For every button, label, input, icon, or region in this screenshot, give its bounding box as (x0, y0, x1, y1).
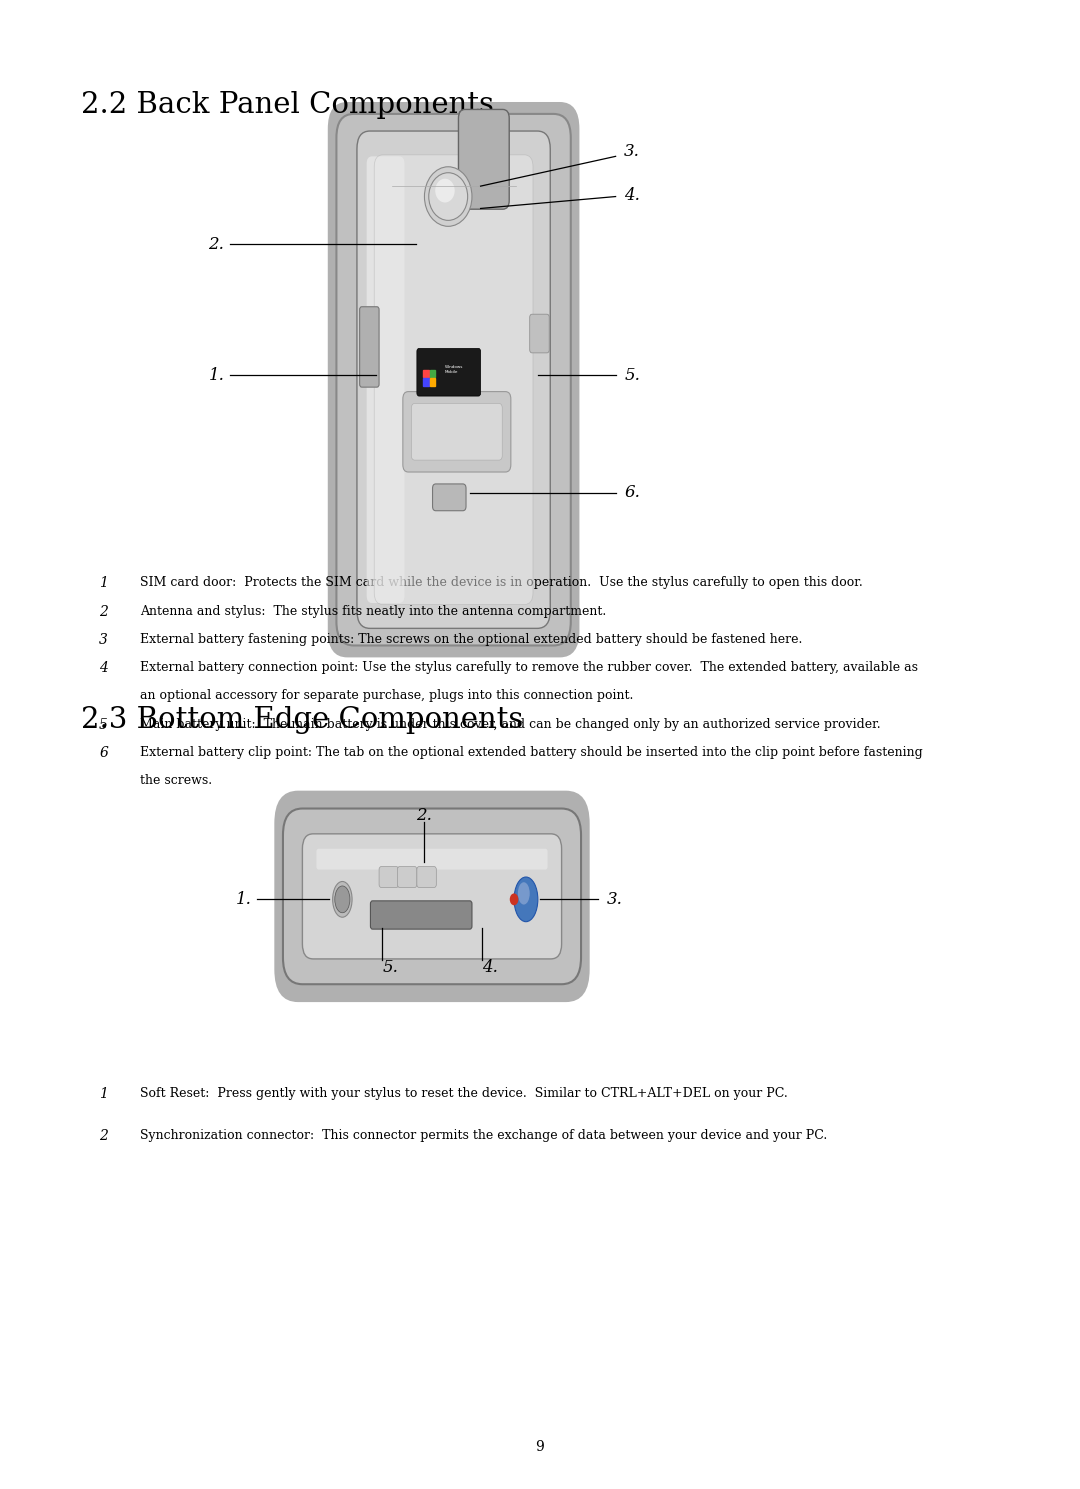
Text: 5.: 5. (624, 366, 640, 384)
Bar (430, 369, 435, 377)
Text: Windows
Mobile: Windows Mobile (445, 365, 463, 374)
Bar (430, 378, 435, 386)
Bar (423, 369, 429, 377)
FancyBboxPatch shape (356, 131, 551, 628)
Text: 2: 2 (99, 605, 108, 618)
FancyBboxPatch shape (302, 834, 562, 959)
Text: 1: 1 (99, 576, 108, 590)
FancyBboxPatch shape (397, 867, 417, 887)
Text: 2.: 2. (208, 235, 225, 253)
FancyBboxPatch shape (316, 849, 548, 870)
Ellipse shape (429, 173, 468, 220)
FancyBboxPatch shape (274, 791, 590, 1002)
Text: 3: 3 (99, 633, 108, 646)
Text: 2: 2 (99, 1129, 108, 1142)
FancyBboxPatch shape (379, 867, 399, 887)
FancyBboxPatch shape (417, 348, 481, 396)
Bar (423, 378, 429, 386)
FancyBboxPatch shape (283, 809, 581, 984)
Text: External battery clip point: The tab on the optional extended battery should be : External battery clip point: The tab on … (140, 746, 923, 759)
FancyBboxPatch shape (366, 156, 404, 603)
Ellipse shape (335, 886, 350, 913)
Text: 6.: 6. (624, 484, 640, 502)
FancyBboxPatch shape (432, 484, 467, 511)
Text: 1: 1 (99, 1087, 108, 1100)
Text: 2.: 2. (417, 807, 432, 825)
Ellipse shape (517, 881, 530, 904)
Text: 1.: 1. (235, 890, 252, 908)
Text: 9: 9 (536, 1440, 544, 1455)
Text: External battery connection point: Use the stylus carefully to remove the rubber: External battery connection point: Use t… (140, 661, 918, 675)
FancyBboxPatch shape (403, 392, 511, 472)
FancyBboxPatch shape (530, 314, 549, 353)
Text: Main battery unit:  The main battery is under this cover, and can be changed onl: Main battery unit: The main battery is u… (140, 718, 881, 731)
FancyBboxPatch shape (374, 155, 534, 605)
Ellipse shape (514, 877, 538, 922)
Text: Antenna and stylus:  The stylus fits neatly into the antenna compartment.: Antenna and stylus: The stylus fits neat… (140, 605, 607, 618)
Text: 1.: 1. (208, 366, 225, 384)
Text: 4.: 4. (624, 186, 640, 204)
Text: 4.: 4. (482, 959, 498, 977)
FancyBboxPatch shape (328, 101, 579, 658)
Text: 3.: 3. (607, 890, 623, 908)
Text: 2.3 Bottom Edge Components: 2.3 Bottom Edge Components (81, 706, 523, 734)
Text: an optional accessory for separate purchase, plugs into this connection point.: an optional accessory for separate purch… (140, 689, 634, 703)
Text: 2.2 Back Panel Components: 2.2 Back Panel Components (81, 91, 494, 119)
Text: 5.: 5. (382, 959, 399, 977)
Text: External battery fastening points: The screws on the optional extended battery s: External battery fastening points: The s… (140, 633, 802, 646)
Text: 3.: 3. (624, 143, 640, 161)
Text: Soft Reset:  Press gently with your stylus to reset the device.  Similar to CTRL: Soft Reset: Press gently with your stylu… (140, 1087, 788, 1100)
Text: the screws.: the screws. (140, 774, 213, 788)
Text: SIM card door:  Protects the SIM card while the device is in operation.  Use the: SIM card door: Protects the SIM card whi… (140, 576, 863, 590)
Text: 4: 4 (99, 661, 108, 675)
Text: 5: 5 (99, 718, 108, 731)
Ellipse shape (435, 179, 455, 203)
Ellipse shape (510, 893, 518, 905)
Text: Synchronization connector:  This connector permits the exchange of data between : Synchronization connector: This connecto… (140, 1129, 827, 1142)
Ellipse shape (424, 167, 472, 226)
FancyBboxPatch shape (458, 109, 510, 208)
FancyBboxPatch shape (337, 115, 570, 646)
Text: 6: 6 (99, 746, 108, 759)
FancyBboxPatch shape (411, 404, 502, 460)
FancyBboxPatch shape (360, 307, 379, 387)
FancyBboxPatch shape (417, 867, 436, 887)
FancyBboxPatch shape (370, 901, 472, 929)
Ellipse shape (333, 881, 352, 917)
